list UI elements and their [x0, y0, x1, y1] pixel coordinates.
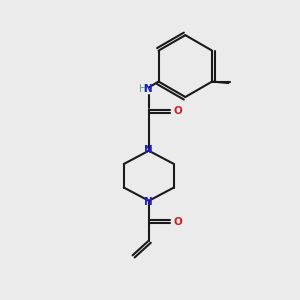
Text: O: O	[174, 106, 183, 116]
Text: O: O	[174, 217, 183, 227]
Text: N: N	[145, 197, 153, 207]
Text: N: N	[145, 84, 153, 94]
Text: H: H	[139, 84, 146, 94]
Text: N: N	[145, 145, 153, 155]
